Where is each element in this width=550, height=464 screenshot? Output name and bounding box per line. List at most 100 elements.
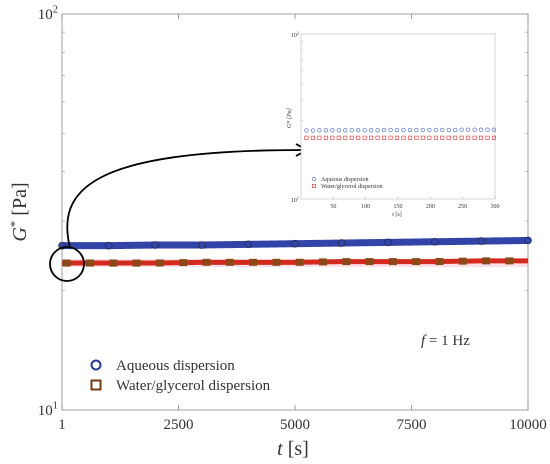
series-marker-glycerol [62,259,71,267]
series-marker-aqueous [430,237,439,246]
inset-series [304,127,497,140]
inset-y-tick-label: 101 [291,195,299,204]
inset-marker-glycerol [304,135,309,140]
x-tick-label: 10000 [509,417,547,433]
inset-x-tick-label: 300 [491,204,500,210]
inset-marker-aqueous [356,128,361,133]
series-marker-glycerol [179,259,188,267]
inset-marker-glycerol [401,135,406,140]
inset-marker-aqueous [381,127,387,133]
series-marker-aqueous [337,239,346,247]
inset-marker-glycerol [343,135,348,140]
inset-marker-aqueous [459,127,464,132]
series-marker-glycerol [155,259,164,267]
series-marker-glycerol [412,258,421,266]
main-legend: Aqueous dispersion Water/glycerol disper… [90,358,271,394]
inset-marker-aqueous [491,127,497,132]
inset-marker-aqueous [310,128,316,133]
inset-marker-glycerol [414,135,419,140]
zoom-arrow [66,149,303,249]
series-marker-glycerol [202,258,211,266]
inset-marker-glycerol [453,135,458,140]
main-ticks: 1 2500 5000 7500 10000 101 102 [38,4,547,433]
inset-x-tick-label: 250 [458,204,467,210]
x-tick-label: 2500 [164,417,194,433]
inset-marker-aqueous [466,127,471,132]
inset-marker-glycerol [466,135,471,140]
x-tick-label: 1 [58,417,66,433]
inset-x-tick-label: 50 [330,204,336,210]
inset-marker-glycerol [491,135,496,140]
x-tick-label: 5000 [280,417,310,433]
inset-marker-glycerol [459,135,464,140]
inset-legend: Aqueous dispersion Water/glycerol disper… [311,176,383,190]
inset-marker-aqueous [362,128,367,133]
y-tick-label: 101 [38,400,58,419]
series-marker-aqueous [198,241,206,249]
inset-marker-aqueous [446,127,451,133]
inset-marker-glycerol [362,135,367,140]
inset-marker-aqueous [369,128,374,133]
series-marker-glycerol [272,258,281,266]
inset-marker-aqueous [485,127,490,132]
inset-legend-marker-aqueous [311,176,317,182]
series-marker-glycerol [318,258,327,266]
series-marker-glycerol [342,258,351,266]
series-marker-glycerol [505,257,514,265]
x-tick-label: 7500 [397,417,427,433]
inset-marker-glycerol [382,135,387,140]
inset-marker-glycerol [323,135,328,140]
series-marker-glycerol [132,259,141,267]
series-marker-aqueous [291,239,299,248]
legend-label-glycerol: Water/glycerol dispersion [116,378,271,394]
inset-marker-glycerol [388,135,393,140]
series-line-glycerol [62,258,528,266]
series-marker-glycerol [295,258,304,266]
inset-marker-glycerol [375,135,380,140]
inset-x-axis-label: t [s] [392,212,402,218]
inset-marker-glycerol [433,135,438,140]
series-marker-aqueous [104,241,113,250]
inset-marker-glycerol [369,135,374,140]
inset-y-tick-label: 102 [291,30,299,39]
inset-marker-aqueous [478,127,484,132]
inset-marker-aqueous [349,128,354,133]
inset-marker-glycerol [317,135,322,140]
inset-marker-aqueous [330,128,335,133]
inset-marker-glycerol [356,135,361,140]
series-marker-glycerol [225,258,234,266]
inset-marker-aqueous [414,127,419,133]
legend-marker-glycerol [90,379,102,391]
series-marker-glycerol [458,257,467,265]
series-marker-glycerol [365,258,374,266]
y-axis-label: G* [Pa] [7,182,31,241]
series-marker-aqueous [524,236,532,245]
inset-marker-aqueous [433,127,438,133]
inset-marker-glycerol [485,135,490,140]
inset-marker-aqueous [336,128,341,133]
inset-marker-glycerol [330,135,335,140]
inset-marker-glycerol [479,135,484,140]
series-marker-aqueous [384,238,393,247]
main-series [58,236,532,268]
inset-marker-aqueous [343,128,348,133]
inset-marker-aqueous [388,127,393,133]
inset-plot-frame [300,33,496,200]
series-marker-aqueous [244,240,253,249]
inset-ticks: 50 100 150 200 250 300 102 101 [291,30,500,210]
inset-marker-aqueous [472,127,477,132]
inset-marker-aqueous [375,128,380,133]
series-marker-glycerol [388,258,397,266]
inset-marker-aqueous [323,128,328,133]
series-marker-aqueous [477,237,486,245]
inset-marker-glycerol [420,135,425,140]
series-marker-glycerol [249,258,258,266]
inset-marker-glycerol [446,135,451,140]
series-marker-glycerol [85,259,94,267]
inset-marker-aqueous [317,128,322,133]
frequency-annotation: f = 1 Hz [421,333,470,349]
inset-marker-aqueous [453,127,458,133]
inset-marker-aqueous [401,127,406,133]
inset-marker-glycerol [336,135,341,140]
